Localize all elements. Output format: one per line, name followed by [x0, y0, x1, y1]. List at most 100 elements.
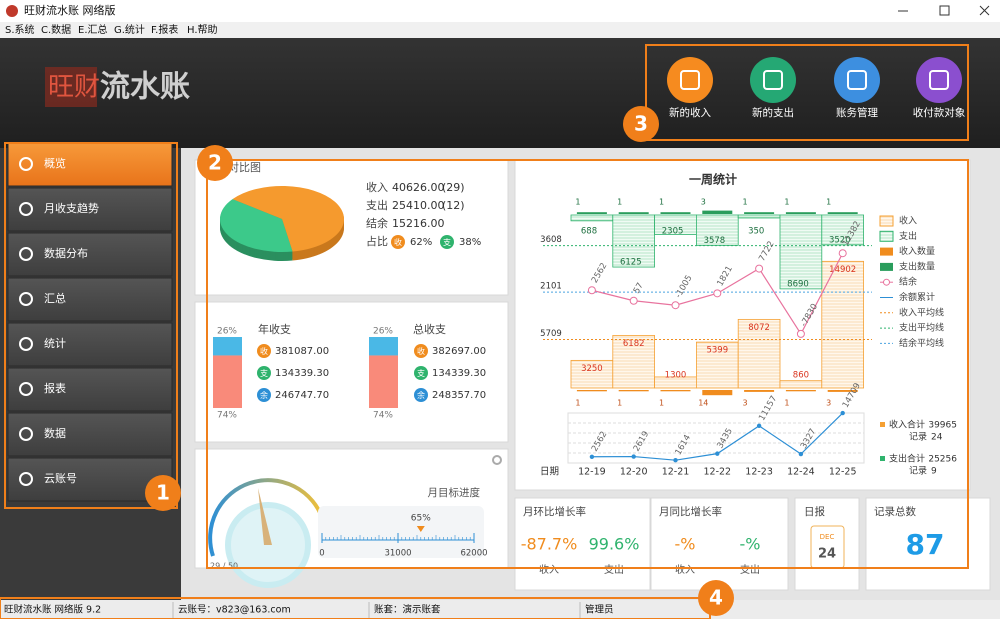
legend-swatch	[880, 247, 893, 256]
record-value: 9	[931, 467, 937, 477]
cumulative-point	[798, 451, 804, 457]
expense-count	[744, 212, 775, 214]
badge	[257, 388, 271, 402]
cumulative-point	[715, 451, 720, 456]
sidebar-label: 报表	[44, 381, 66, 395]
menu-item[interactable]: E.汇总	[78, 23, 108, 36]
menu-item[interactable]: C.数据	[41, 23, 71, 36]
sidebar-item[interactable]	[7, 142, 173, 187]
record-label: 记录	[909, 432, 927, 443]
panel	[865, 497, 991, 591]
balance-point	[796, 329, 805, 338]
menu-item[interactable]: G.统计	[114, 23, 145, 36]
income-bar	[612, 335, 655, 389]
status-item: 管理员	[585, 604, 614, 616]
expense-count	[702, 210, 733, 214]
callout-number: 4	[709, 586, 723, 610]
badge-text: 收	[417, 346, 425, 356]
panel-title: 对比图	[228, 160, 261, 174]
legend-label: 支出	[899, 230, 917, 242]
sidebar-item[interactable]	[7, 187, 173, 232]
menu-item[interactable]: F.报表	[151, 23, 178, 36]
sidebar-label: 数据	[44, 426, 66, 440]
menu-item[interactable]: S.系统	[5, 23, 35, 36]
pie-slice	[232, 186, 344, 252]
sidebar-item[interactable]	[7, 232, 173, 277]
expense-count	[660, 212, 691, 214]
toolbar-button[interactable]	[916, 57, 962, 103]
menu-item[interactable]: H.帮助	[187, 23, 218, 36]
bar-value: 3578	[704, 236, 726, 246]
progress-label: 65%	[411, 514, 431, 524]
badge	[414, 388, 428, 402]
status-bar	[0, 600, 1000, 619]
stack-value: 246747.70	[275, 390, 329, 401]
callout-number: 3	[634, 112, 648, 136]
income-count	[576, 390, 607, 392]
balance-point	[713, 289, 722, 298]
total-label: 收入合计	[889, 419, 925, 431]
legend-label: 结余平均线	[899, 337, 944, 349]
expense-bar	[737, 214, 781, 219]
settings-icon[interactable]	[492, 455, 502, 465]
badge-text: 支	[260, 368, 268, 378]
toolbar-button[interactable]	[667, 57, 713, 103]
rate-value: -%	[675, 535, 696, 554]
legend-label: 收入数量	[899, 245, 935, 257]
toolbar-label[interactable]: 新的支出	[752, 106, 794, 119]
bar-value: 688	[581, 227, 597, 237]
income-count	[744, 390, 775, 392]
status-item: 账套：演示账套	[374, 604, 441, 616]
progress-tick-label: 0	[319, 549, 324, 559]
share-value: 38%	[459, 237, 481, 248]
expense-bar	[570, 214, 614, 222]
expense-bar	[696, 214, 739, 246]
sidebar-label: 数据分布	[44, 246, 88, 260]
panel	[514, 497, 651, 591]
x-tick-label: 12-24	[787, 467, 815, 478]
income-bar	[737, 318, 781, 389]
count-label: 1	[743, 198, 748, 207]
toolbar-icon	[847, 70, 867, 90]
bar-value: 8072	[748, 323, 770, 333]
income-count	[702, 390, 733, 396]
income-bar	[821, 260, 864, 389]
average-label: 5709	[540, 329, 562, 339]
stack-bar	[369, 337, 398, 356]
cumulative-point	[756, 423, 762, 429]
balance-point	[629, 296, 638, 305]
count-label: 1	[575, 198, 580, 207]
sidebar-item[interactable]	[7, 277, 173, 322]
maximize-button[interactable]	[939, 5, 950, 16]
summary-label: 支出	[366, 198, 388, 212]
toolbar-label[interactable]: 账务管理	[836, 106, 878, 119]
badge	[414, 344, 428, 358]
rate-value: -%	[740, 535, 761, 554]
badge-text: 收	[394, 237, 402, 247]
toolbar-label[interactable]: 新的收入	[669, 106, 711, 119]
average-label: 2101	[540, 282, 562, 292]
expense-bar	[779, 214, 823, 290]
window-title: 旺财流水账 网络版	[24, 3, 116, 17]
toolbar-button[interactable]	[834, 57, 880, 103]
sidebar-icon	[19, 337, 33, 351]
x-tick-label: 12-20	[620, 467, 648, 478]
highlight-box	[206, 159, 969, 569]
gauge-arc	[208, 478, 325, 557]
toolbar-label[interactable]: 收付款对象	[913, 106, 966, 119]
progress-marker	[416, 526, 425, 532]
close-button[interactable]	[979, 5, 990, 16]
toolbar-button[interactable]	[750, 57, 796, 103]
count-label: 1	[617, 399, 622, 408]
count-label: 3	[701, 198, 706, 207]
gauge-needle	[258, 488, 272, 545]
sidebar-item[interactable]	[7, 367, 173, 412]
stack-value: 134339.30	[432, 368, 486, 379]
summary-count: (12)	[442, 199, 465, 212]
income-count	[618, 390, 649, 392]
legend-swatch	[883, 278, 890, 286]
sidebar-item[interactable]	[7, 322, 173, 367]
sidebar-item[interactable]	[7, 412, 173, 457]
total-label: 支出合计	[889, 453, 925, 465]
badge	[440, 235, 454, 249]
